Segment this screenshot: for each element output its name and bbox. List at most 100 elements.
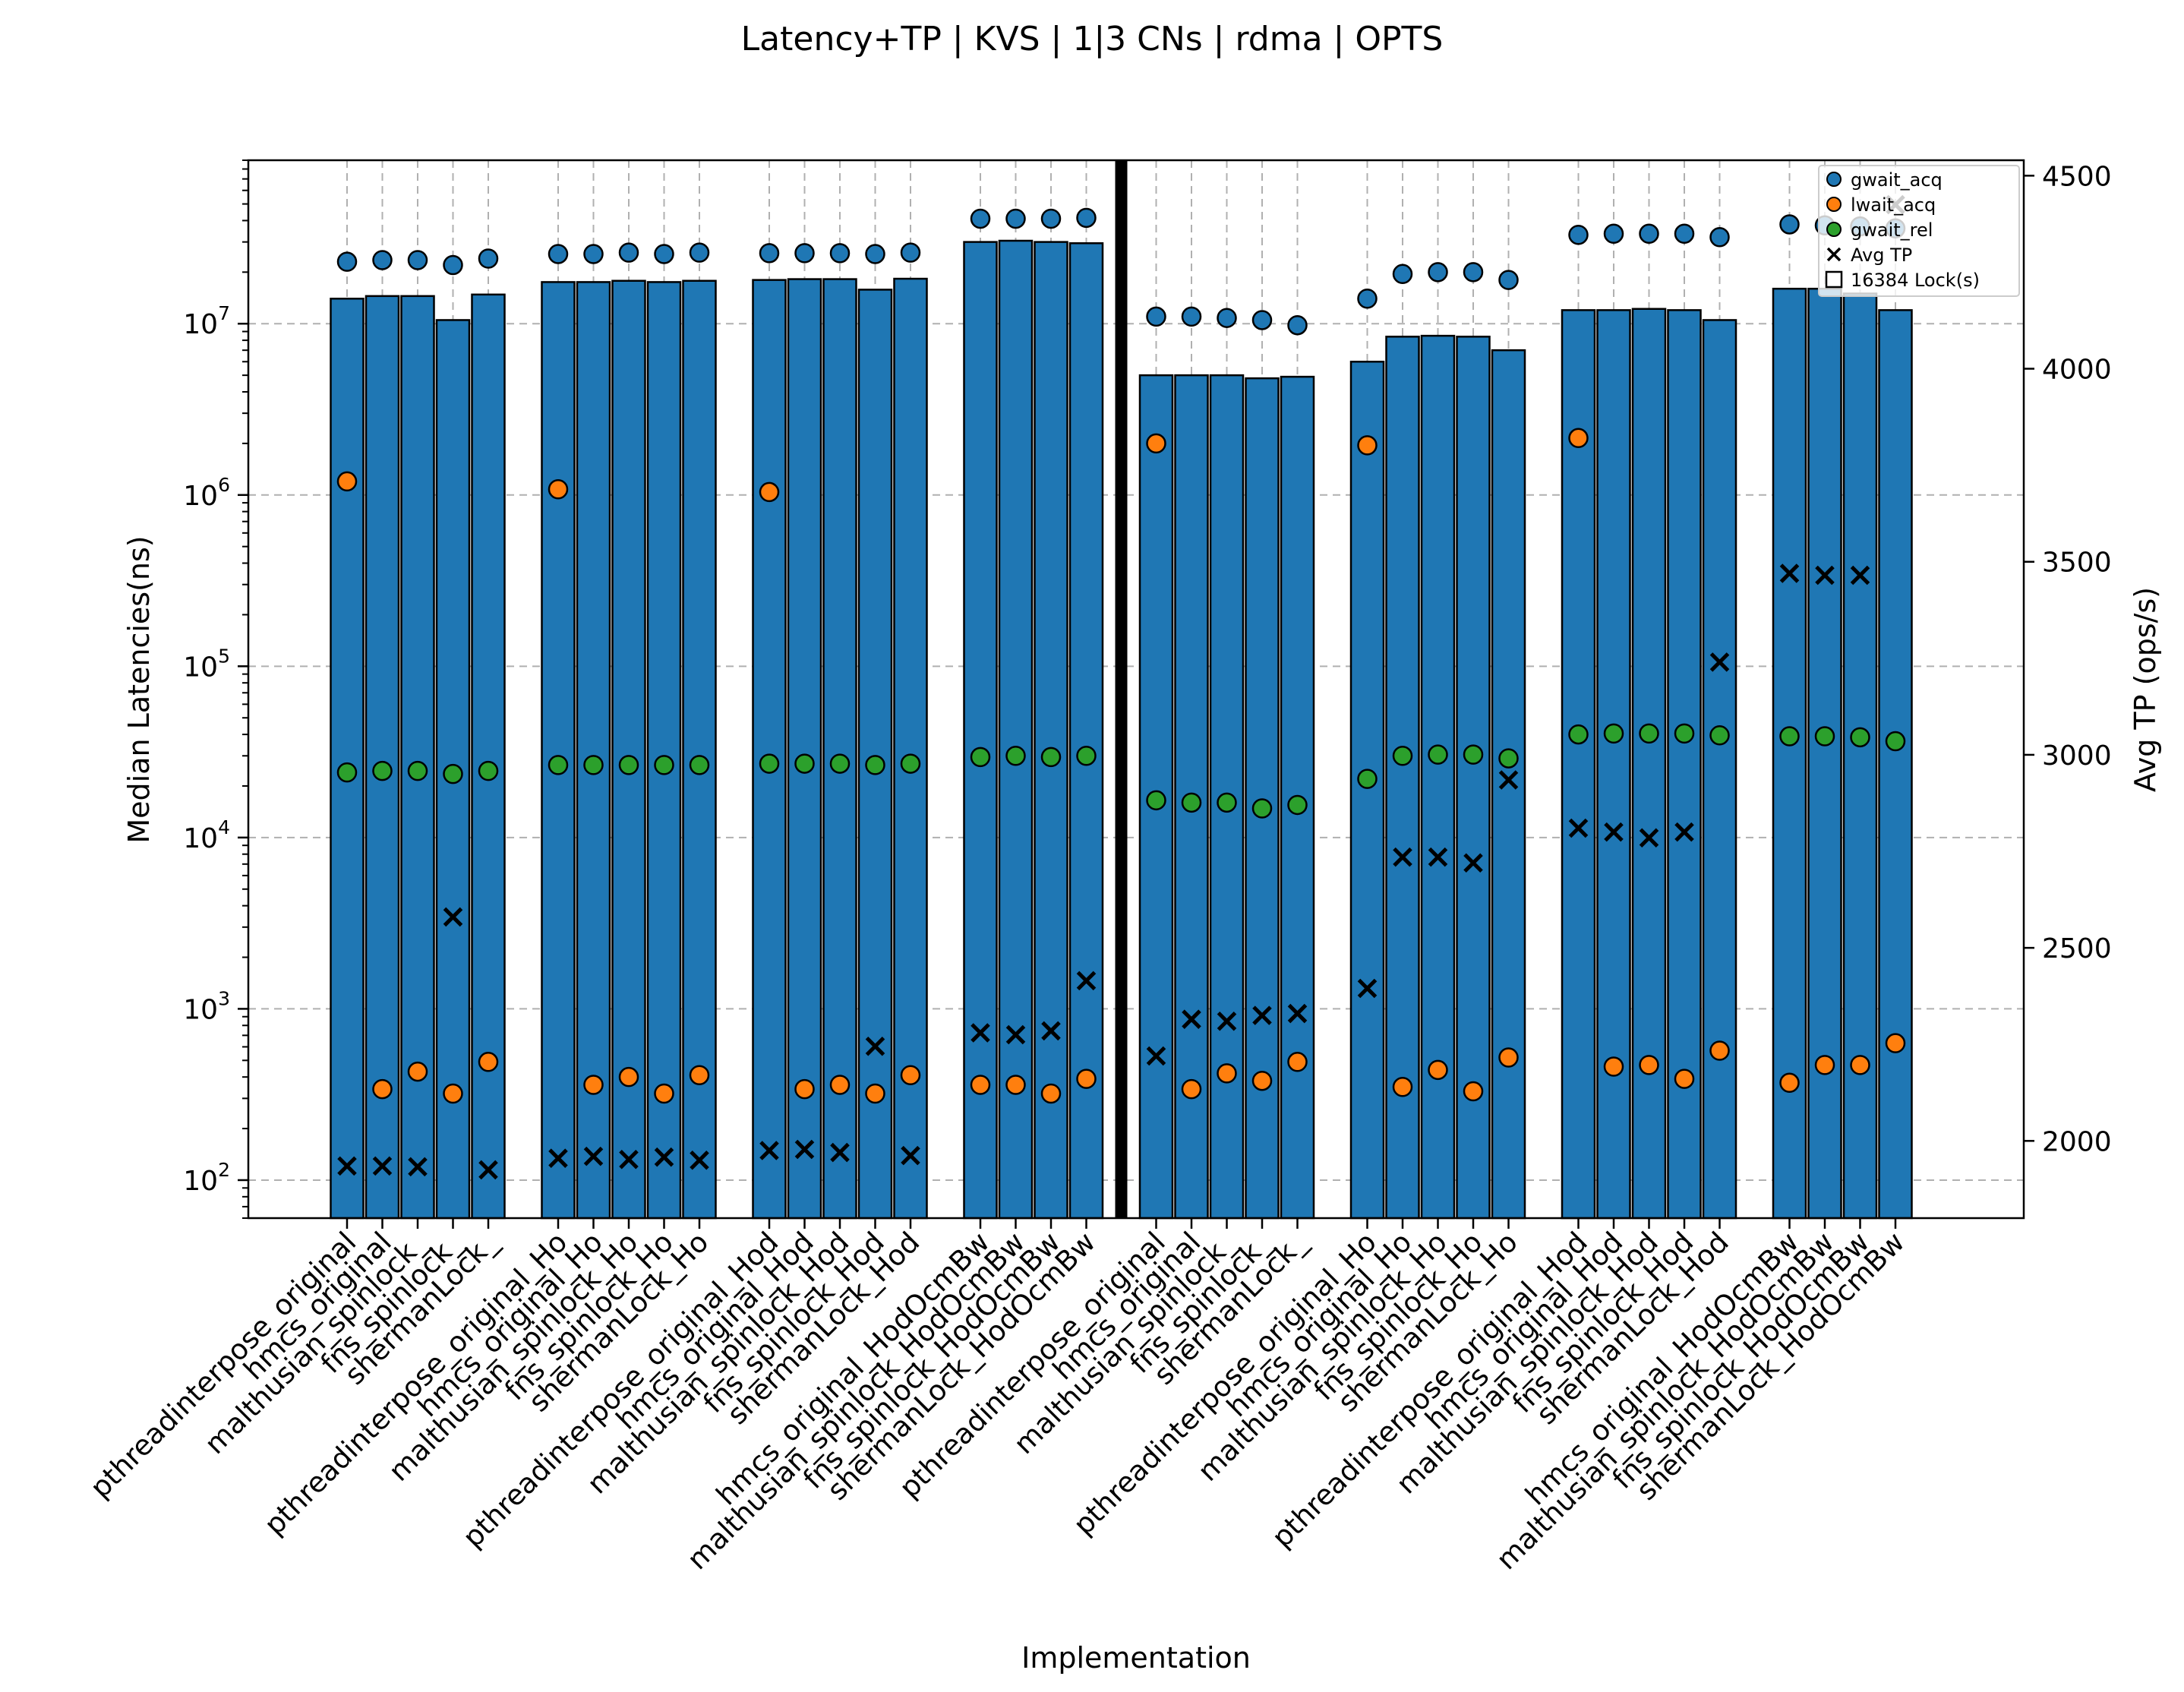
x-stroke xyxy=(1826,247,1842,262)
bar xyxy=(611,279,646,1220)
gwait-acq-point xyxy=(900,242,921,263)
x-stroke xyxy=(865,1036,885,1056)
avg-tp-point xyxy=(548,1148,568,1168)
gwait-rel-point xyxy=(407,760,428,781)
gwait-rel-point xyxy=(689,755,710,775)
y-tick-label: 107 xyxy=(183,302,230,340)
bar xyxy=(576,281,611,1220)
gwait-rel-point xyxy=(1850,727,1870,748)
avg-tp-point xyxy=(478,1160,498,1180)
avg-tp-point xyxy=(1252,1005,1272,1025)
lwait-acq-point xyxy=(689,1065,710,1086)
gwait-acq-point xyxy=(1287,314,1308,336)
lwait-acq-point xyxy=(794,1078,815,1100)
gwait-rel-point xyxy=(443,763,463,784)
x-stroke xyxy=(1217,1011,1237,1031)
y2-tick-label: 3000 xyxy=(2042,740,2112,772)
avg-tp-point xyxy=(1182,1009,1201,1029)
gwait-rel-point xyxy=(1146,790,1166,811)
x-stroke xyxy=(1252,1005,1272,1025)
gwait-rel-point xyxy=(970,747,991,768)
x-stroke xyxy=(337,1156,357,1176)
gwait-acq-point xyxy=(1251,310,1273,330)
y2-tick-label: 4000 xyxy=(2042,355,2112,386)
bar xyxy=(893,277,928,1220)
bar xyxy=(998,239,1034,1220)
x-stroke xyxy=(1357,978,1378,999)
avg-tp-point xyxy=(583,1146,604,1166)
avg-tp-point xyxy=(1041,1021,1061,1041)
gwait-acq-point xyxy=(1639,223,1659,245)
lwait-acq-point xyxy=(1287,1052,1308,1072)
bar xyxy=(1068,242,1104,1220)
lwait-acq-point xyxy=(1603,1056,1624,1077)
bar xyxy=(646,281,682,1220)
gwait-acq-point xyxy=(1428,262,1448,283)
gwait-rel-point xyxy=(1287,794,1308,816)
gwait-acq-point xyxy=(1181,306,1202,327)
lwait-acq-point xyxy=(1674,1069,1695,1089)
avg-tp-point xyxy=(1709,652,1730,672)
avg-tp-point xyxy=(408,1157,428,1177)
x-stroke xyxy=(1287,1003,1308,1024)
legend-box xyxy=(1818,165,2020,297)
gwait-rel-point xyxy=(654,755,674,775)
lwait-acq-point xyxy=(900,1065,921,1086)
avg-tp-point xyxy=(1815,565,1835,586)
avg-tp-point xyxy=(690,1150,709,1170)
bar xyxy=(822,278,857,1220)
y-tick-label: 105 xyxy=(183,645,230,683)
gwait-acq-point xyxy=(407,250,428,270)
x-stroke xyxy=(372,1156,393,1176)
x-stroke xyxy=(1850,565,1870,586)
y2-tick-label: 2500 xyxy=(2042,933,2112,964)
avg-tp-point xyxy=(1217,1011,1237,1031)
gwait-rel-point xyxy=(1709,725,1730,746)
gwait-acq-point xyxy=(829,243,851,264)
gwait-acq-point xyxy=(1603,223,1624,245)
markers xyxy=(336,194,1906,1180)
lwait-acq-point xyxy=(548,478,569,500)
gwait-rel-point xyxy=(1568,724,1589,745)
y2-tick-label: 2000 xyxy=(2042,1126,2112,1157)
x-stroke xyxy=(901,1145,920,1166)
bar xyxy=(787,278,822,1220)
avg-tp-point xyxy=(1568,818,1589,838)
bar xyxy=(1456,336,1491,1220)
gwait-rel-point xyxy=(1463,744,1484,765)
gwait-rel-point xyxy=(1251,798,1273,819)
lwait-acq-point xyxy=(1217,1063,1237,1084)
legend-marker xyxy=(1825,270,1843,289)
bar xyxy=(1491,349,1526,1220)
lwait-acq-point xyxy=(654,1083,674,1104)
avg-tp-point xyxy=(830,1142,850,1163)
bar xyxy=(752,279,787,1220)
x-stroke xyxy=(443,907,463,927)
x-stroke xyxy=(1428,847,1448,867)
avg-tp-point xyxy=(794,1139,815,1160)
x-stroke xyxy=(1393,847,1412,867)
lwait-acq-point xyxy=(759,481,780,503)
gwait-rel-point xyxy=(1814,726,1835,747)
x-stroke xyxy=(1076,971,1097,991)
x-stroke xyxy=(1604,822,1624,842)
legend-label: 16384 Lock(s) xyxy=(1851,270,1980,291)
x-stroke xyxy=(830,1142,850,1163)
gwait-rel-point xyxy=(1005,746,1026,766)
bar xyxy=(963,241,998,1220)
lwait-acq-point xyxy=(1639,1055,1659,1075)
lwait-acq-point xyxy=(443,1083,463,1104)
gwait-acq-point xyxy=(1357,289,1378,309)
avg-tp-point xyxy=(1674,822,1694,842)
x-stroke xyxy=(654,1147,674,1167)
gwait-acq-point xyxy=(794,243,815,264)
y2-tick-label: 4500 xyxy=(2042,161,2112,192)
avg-tp-point xyxy=(1639,828,1659,848)
x-stroke xyxy=(408,1157,428,1177)
bar xyxy=(1349,361,1385,1220)
x-stroke xyxy=(1005,1024,1026,1045)
legend-label: gwait_rel xyxy=(1851,219,1933,241)
y-tick-label: 102 xyxy=(183,1159,230,1197)
avg-tp-point xyxy=(1779,563,1800,583)
x-stroke xyxy=(1779,563,1800,583)
